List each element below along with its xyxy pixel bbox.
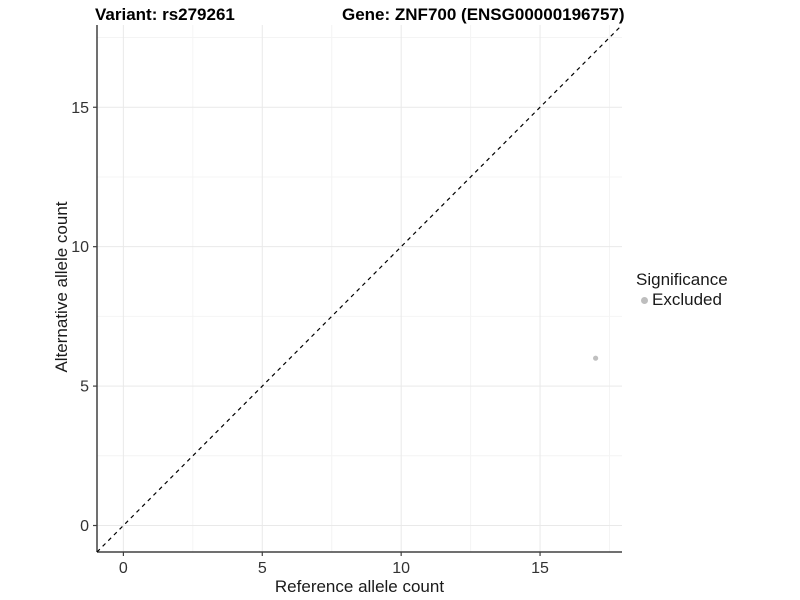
x-tick-label: 10 <box>392 560 410 577</box>
y-tick-label: 5 <box>80 379 89 396</box>
identity-line <box>96 24 623 553</box>
legend-item-label: Excluded <box>652 290 722 309</box>
plot-title-gene: Gene: ZNF700 (ENSG00000196757) <box>342 5 625 24</box>
legend: Significance Excluded <box>636 270 728 310</box>
legend-point-icon <box>640 296 648 304</box>
x-tick-label: 5 <box>258 560 267 577</box>
plot-title-variant: Variant: rs279261 <box>95 5 235 24</box>
y-tick-label: 0 <box>80 518 89 535</box>
x-axis-title: Reference allele count <box>274 577 445 596</box>
legend-key <box>636 296 652 304</box>
y-tick-label: 15 <box>71 100 89 117</box>
legend-item-excluded: Excluded <box>636 290 728 310</box>
y-tick-label: 10 <box>71 239 89 256</box>
legend-title: Significance <box>636 270 728 289</box>
y-axis-title: Alternative allele count <box>52 201 71 373</box>
x-tick-label: 15 <box>531 560 549 577</box>
x-tick-label: 0 <box>119 560 128 577</box>
data-point <box>593 355 599 361</box>
